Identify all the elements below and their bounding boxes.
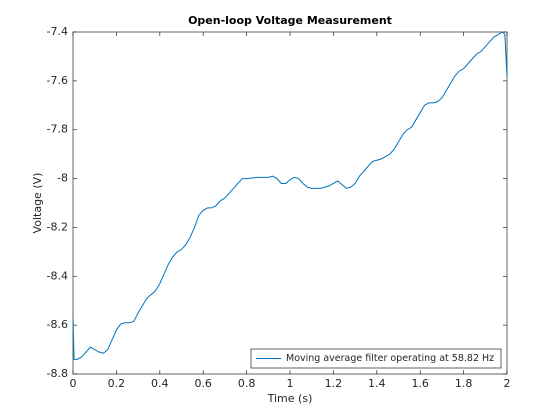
chart-title: Open-loop Voltage Measurement — [188, 14, 392, 27]
x-tick-label: 0.2 — [108, 377, 126, 390]
x-tick-label: 1.6 — [411, 377, 429, 390]
x-tick-label: 1.8 — [455, 377, 473, 390]
y-tick-label: -8.8 — [47, 367, 68, 380]
data-line — [72, 31, 508, 360]
x-tick-label: 1.4 — [368, 377, 386, 390]
y-tick-label: -7.4 — [47, 25, 68, 38]
y-tick-label: -8.2 — [47, 220, 68, 233]
y-tick-label: -7.6 — [47, 74, 68, 87]
x-tick-label: 1 — [287, 377, 294, 390]
y-tick-label: -7.8 — [47, 123, 68, 136]
y-tick-label: -8.4 — [47, 269, 68, 282]
x-tick-label: 0.6 — [194, 377, 212, 390]
x-tick-label: 0.8 — [238, 377, 256, 390]
legend-label: Moving average filter operating at 58.82… — [286, 353, 494, 364]
x-tick-label: 0 — [70, 377, 77, 390]
y-axis-label: Voltage (V) — [31, 173, 44, 234]
x-tick-label: 0.4 — [151, 377, 169, 390]
y-tick-label: -8.6 — [47, 318, 68, 331]
legend-box — [250, 348, 502, 369]
x-tick-label: 2 — [504, 377, 511, 390]
x-tick-label: 1.2 — [325, 377, 343, 390]
y-tick-label: -8 — [57, 172, 68, 185]
x-axis-label: Time (s) — [267, 392, 313, 405]
plot-area — [72, 31, 508, 375]
